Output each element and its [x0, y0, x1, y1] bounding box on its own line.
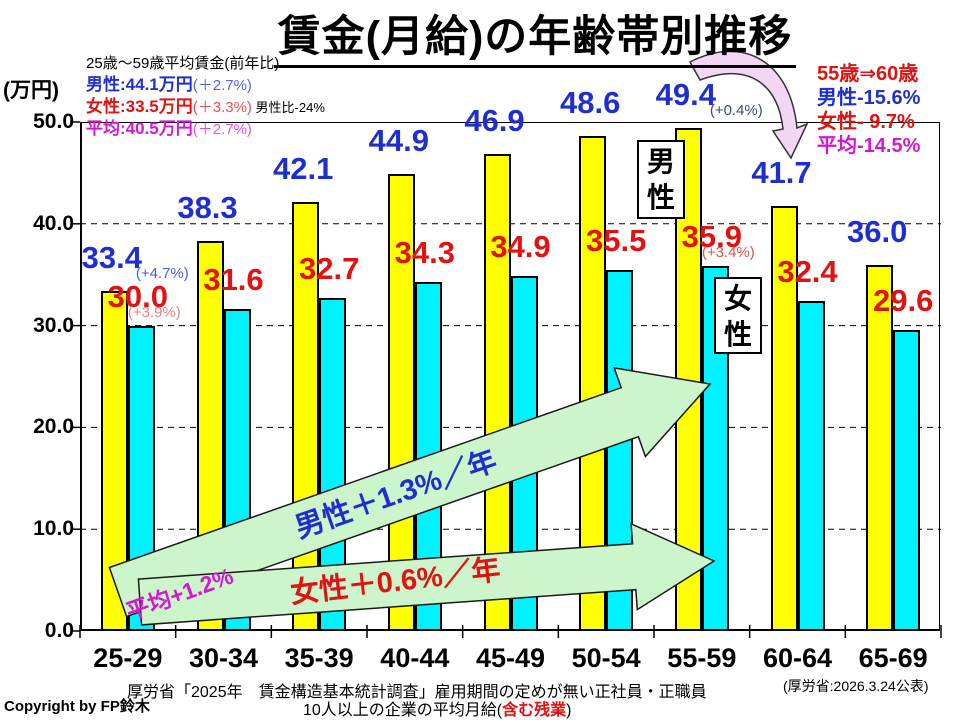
female-value-label: 30.0	[107, 278, 168, 314]
x-tick-label-30-34: 30-34	[188, 643, 259, 673]
x-tick-label-50-54: 50-54	[571, 643, 641, 673]
y-tick-label: 40.0	[33, 211, 74, 235]
x-tick-label-65-69: 65-69	[858, 643, 928, 673]
publish-date-note: (厚労省:2026.3.24公表)	[783, 678, 929, 694]
female-bar-60-64	[797, 301, 825, 631]
female-value-label: 35.9	[681, 218, 742, 254]
female-series-tag: 女性	[714, 277, 762, 354]
female-value-label: 32.4	[777, 254, 838, 290]
y-tick-label: 20.0	[33, 415, 74, 439]
female-value-label: 34.3	[394, 234, 455, 270]
info-row-female: 女性:33.5万円(＋3.3%) 男性比-24%	[86, 97, 325, 116]
drop-stats-average: 平均-14.5%	[817, 135, 921, 157]
male-pct-annotation: (+0.4%)	[709, 102, 763, 120]
x-tick-label-45-49: 45-49	[475, 643, 546, 673]
male-value-label: 36.0	[846, 213, 908, 249]
plot-border	[80, 122, 940, 631]
male-bar-65-69	[866, 264, 894, 631]
x-tick-label-55-59: 55-59	[667, 643, 737, 673]
male-value-label: 38.3	[177, 190, 238, 226]
female-pct-annotation: (+3.9%)	[127, 303, 181, 321]
page-title: 賃金(月給)の年齢帯別推移	[120, 2, 950, 68]
male-value-label: 41.7	[751, 155, 812, 191]
male-value-label: 33.4	[81, 239, 142, 275]
y-tick-label: 0.0	[44, 619, 74, 642]
overtime-included-highlight: 含む残業	[502, 702, 567, 719]
female-value-label: 31.6	[203, 262, 264, 298]
info-row-average: 平均:40.5万円(＋2.7%)	[86, 119, 252, 138]
drop-stats-heading: 55歳⇒60歳	[817, 63, 919, 85]
male-bar-60-64	[770, 206, 798, 631]
drop-stats-female: 女性- 9.7%	[817, 111, 915, 133]
female-bar-65-69	[893, 329, 921, 631]
source-note-line1: 厚労省「2025年 賃金構造基本統計調査」雇用期間の定めが無い正社員・正職員	[127, 684, 707, 701]
info-row-male: 男性:44.1万円(＋2.7%)	[86, 75, 252, 94]
info-heading: 25歳～59歳平均賃金(前年比)	[86, 55, 280, 72]
male-value-label: 44.9	[368, 122, 429, 158]
x-tick-label-60-64: 60-64	[762, 643, 833, 673]
female-value-label: 35.5	[585, 222, 647, 258]
female-value-label: 34.9	[490, 228, 551, 264]
y-tick-label: 50.0	[33, 110, 74, 133]
male-value-label: 46.9	[464, 102, 525, 138]
male-value-label: 48.6	[559, 85, 621, 121]
drop-stats-male: 男性-15.6%	[817, 87, 921, 109]
y-axis-unit-label: (万円)	[3, 79, 59, 102]
male-pct-annotation: (+4.7%)	[135, 264, 189, 282]
x-tick-label-35-39: 35-39	[284, 643, 354, 673]
copyright-note: Copyright by FP鈴木	[4, 698, 150, 715]
female-pct-annotation: (+3.4%)	[701, 243, 755, 261]
avg-wage-info-box: 25歳～59歳平均賃金(前年比) 男性:44.1万円(＋2.7%) 女性:33.…	[86, 53, 325, 140]
female-value-label: 29.6	[872, 282, 934, 318]
female-value-label: 32.7	[298, 251, 360, 287]
source-note-line2: 10人以上の企業の平均月給(含む残業)	[303, 702, 572, 719]
y-tick-label: 30.0	[33, 313, 74, 337]
male-value-label: 42.1	[272, 151, 334, 187]
x-tick-label-40-44: 40-44	[380, 643, 450, 673]
y-tick-label: 10.0	[33, 517, 74, 541]
age-55-60-drop-stats: 55歳⇒60歳 男性-15.6% 女性- 9.7% 平均-14.5%	[817, 62, 920, 158]
x-tick-label-25-29: 25-29	[93, 643, 163, 673]
male-series-tag: 男性	[637, 140, 685, 219]
